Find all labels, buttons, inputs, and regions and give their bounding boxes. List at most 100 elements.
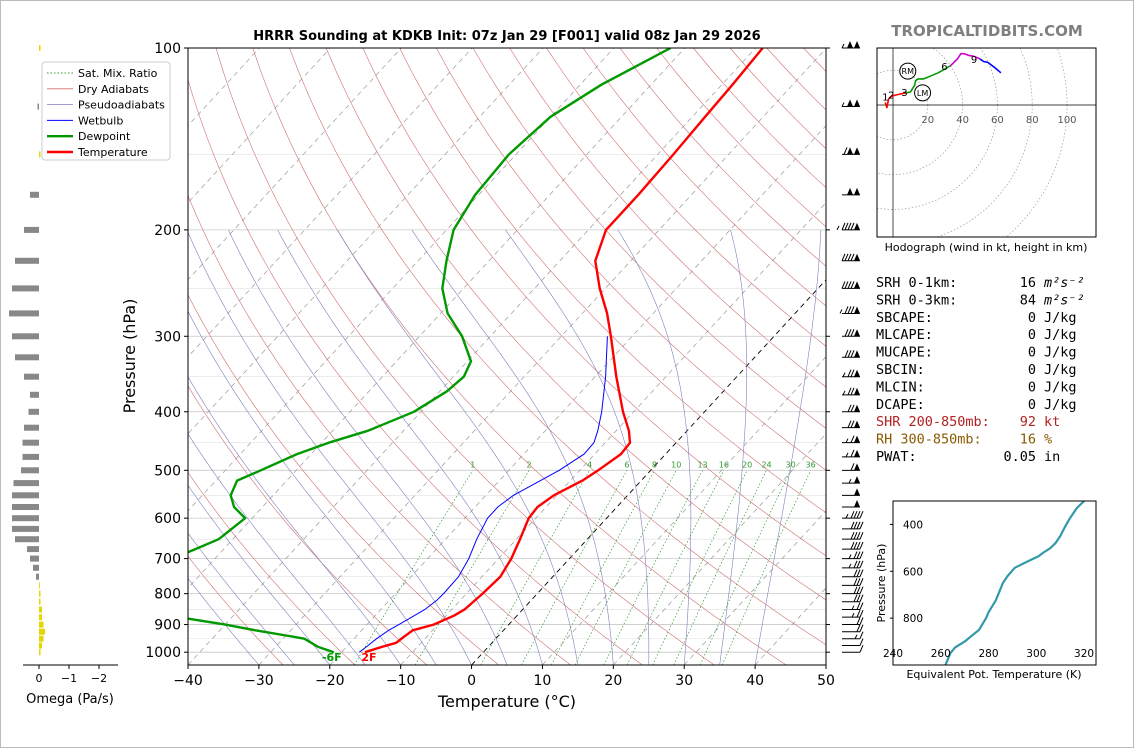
wind-barb: [842, 586, 864, 595]
wind-barb-half: [851, 612, 855, 618]
wind-barb-full: [856, 551, 861, 559]
omega-bar: [30, 191, 39, 198]
pseudoadiabat-line: [337, 229, 579, 665]
wind-barb: [841, 281, 860, 289]
wind-barb-full: [841, 281, 846, 289]
wind-barb-full: [859, 569, 864, 577]
omega-bar: [15, 536, 39, 543]
legend-label: Dry Adiabats: [78, 83, 149, 96]
omega-bar: [12, 525, 39, 532]
dry-adiabat-line: [582, 48, 826, 307]
wind-barb: [842, 435, 860, 444]
dry-adiabat-line: [472, 48, 826, 429]
pseudoadiabat-line: [188, 376, 401, 665]
wind-barb-pennant: [854, 306, 860, 314]
omega-bar: [39, 628, 45, 635]
omega-bar: [22, 453, 39, 460]
omega-bar: [39, 642, 42, 649]
surface-temp-label: 2F: [361, 651, 376, 664]
wind-barb-full: [859, 560, 864, 569]
wind-barb-pennant: [847, 187, 853, 195]
wind-barb-full: [856, 569, 861, 577]
index-value: 16: [1020, 275, 1036, 291]
index-unit: kt: [1044, 414, 1060, 430]
mixing-ratio-line: [652, 470, 748, 665]
skewt-xlabel: Temperature (°C): [437, 692, 576, 711]
dry-adiabat-line: [509, 48, 826, 388]
wind-barb: [842, 387, 860, 396]
mixing-ratio-label: 4: [587, 460, 592, 469]
wind-barb-pennant: [854, 463, 860, 471]
omega-bar: [37, 103, 39, 110]
omega-bar: [15, 354, 39, 361]
wind-barb-full: [847, 387, 852, 396]
hodograph-rm-marker: [899, 62, 917, 80]
mixing-ratio-label: 10: [671, 460, 681, 469]
wind-barb-pennant: [854, 350, 860, 358]
hodograph-ring-label: 40: [956, 115, 969, 126]
y-tick-label: 500: [154, 463, 181, 479]
wind-barb-full: [856, 521, 861, 530]
omega-bar: [39, 635, 44, 642]
dry-adiabat-line: [325, 48, 826, 601]
theta-e-x-tick-label: 280: [979, 648, 999, 660]
wind-barb: [841, 41, 860, 49]
wind-barb-full: [856, 609, 861, 618]
index-label: DCAPE:: [876, 397, 925, 413]
omega-bar: [9, 310, 39, 317]
surface-dewpoint-label: -6F: [322, 651, 342, 664]
wind-barb-pennant: [847, 147, 853, 155]
index-value: 16: [1020, 432, 1036, 448]
index-label: RH 300-850mb:: [876, 432, 982, 448]
theta-e-line: [944, 501, 1085, 665]
omega-bar: [33, 564, 39, 571]
wind-barb-full: [844, 329, 849, 337]
wind-barb-half: [845, 513, 849, 519]
wind-barb-full: [856, 578, 861, 586]
wind-barb-full: [844, 222, 849, 231]
index-unit: J/kg: [1044, 379, 1077, 395]
mixing-ratio-label: 20: [742, 460, 752, 469]
wind-barb-half: [839, 309, 843, 314]
index-unit: %: [1044, 432, 1052, 448]
index-unit: m²s⁻²: [1043, 275, 1085, 291]
x-tick-label: 30: [675, 673, 693, 689]
pseudoadiabat-line: [617, 229, 692, 665]
mixing-ratio-line: [673, 470, 767, 665]
theta-e-plot: [944, 501, 1085, 665]
omega-bar: [30, 391, 39, 398]
omega-bar: [39, 598, 41, 605]
omega-bar: [12, 285, 39, 292]
pseudoadiabat-line: [719, 229, 747, 665]
wind-barb-full: [856, 617, 861, 625]
dry-adiabat-line: [252, 48, 787, 665]
index-unit: J/kg: [1044, 327, 1077, 343]
y-tick-label: 600: [154, 511, 181, 527]
index-unit: m²s⁻²: [1043, 292, 1085, 308]
mixing-ratio-line: [480, 470, 590, 665]
hodograph-caption: Hodograph (wind in kt, height in km): [885, 241, 1088, 254]
wind-barb-full: [850, 253, 855, 261]
pseudoadiabat-line: [188, 484, 331, 665]
theta-e-y-tick-label: 800: [903, 613, 923, 625]
wind-barb-full: [859, 645, 864, 653]
wind-barb-full: [856, 560, 861, 569]
dry-adiabat-line: [188, 194, 571, 665]
wind-barb-full: [856, 541, 861, 550]
index-value: 0.05: [1003, 449, 1036, 465]
wind-barb-full: [847, 404, 852, 412]
omega-bar: [36, 573, 39, 580]
wind-barb-full: [856, 594, 861, 602]
wind-barb: [842, 499, 860, 508]
wind-barb-half: [848, 554, 852, 559]
brand-watermark: TROPICALTIDBITS.COM: [891, 22, 1083, 40]
omega-tick-label: 0: [36, 672, 43, 685]
wind-barb-full: [859, 631, 864, 639]
omega-bar: [13, 480, 39, 487]
pseudoadiabat-line: [188, 433, 366, 665]
wind-barb-full: [859, 609, 864, 618]
mixing-ratio-line: [414, 470, 530, 665]
y-tick-label: 300: [154, 329, 181, 345]
isotherm-line: [542, 356, 826, 665]
